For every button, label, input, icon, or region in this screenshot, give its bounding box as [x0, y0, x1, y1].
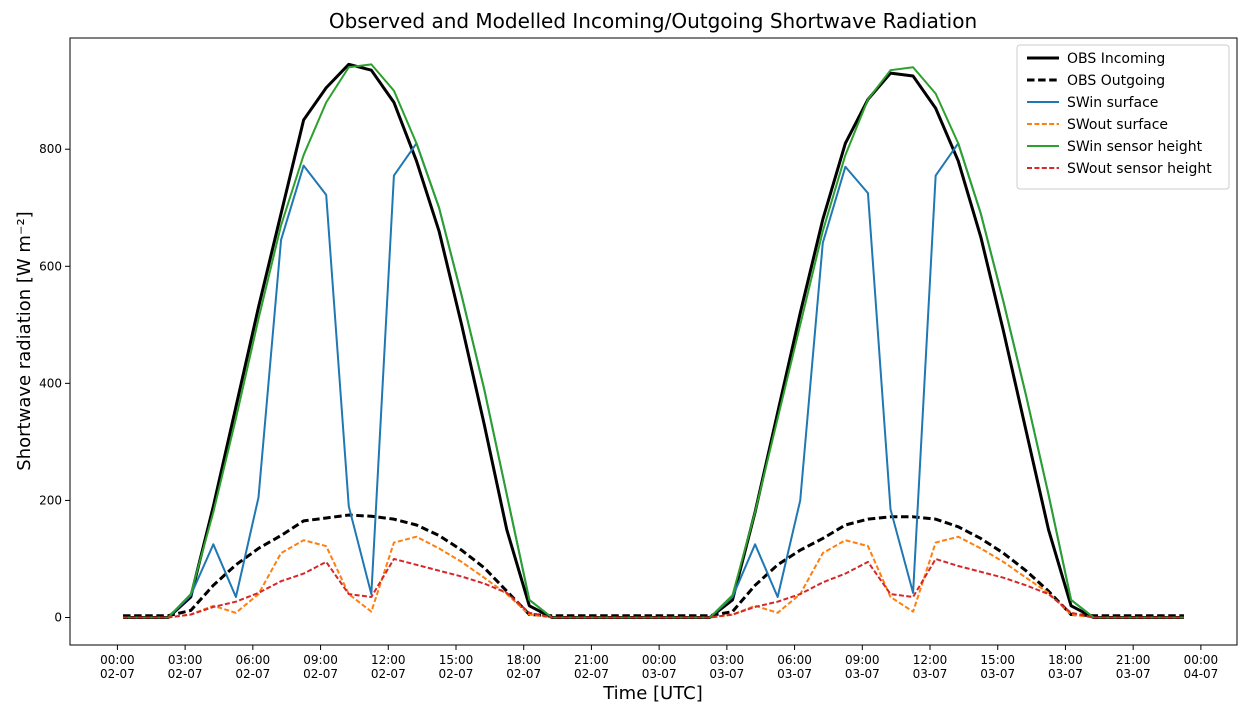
- legend-label: SWin sensor height: [1067, 139, 1203, 155]
- x-tick-label: 15:00 02-07: [439, 653, 474, 681]
- x-tick-label: 00:00 03-07: [642, 653, 677, 681]
- plot-frame: [69, 37, 1238, 646]
- x-tick-label: 12:00 03-07: [913, 653, 948, 681]
- y-axis-label: Shortwave radiation [W m⁻²]: [14, 211, 35, 470]
- x-tick-label: 21:00 02-07: [574, 653, 609, 681]
- series-line: [123, 557, 1184, 619]
- y-tick-label: 200: [39, 493, 62, 507]
- x-tick-label: 06:00 02-07: [235, 653, 270, 681]
- series-line: [123, 513, 1184, 618]
- x-tick-label: 00:00 02-07: [100, 653, 135, 681]
- x-tick-label: 18:00 02-07: [506, 653, 541, 681]
- x-tick-label: 03:00 03-07: [709, 653, 744, 681]
- x-tick-label: 06:00 03-07: [777, 653, 812, 681]
- legend-label: OBS Incoming: [1067, 51, 1165, 67]
- x-tick-label: 03:00 02-07: [168, 653, 203, 681]
- legend-label: SWin surface: [1067, 95, 1158, 111]
- x-tick-label: 15:00 03-07: [980, 653, 1015, 681]
- x-tick-label: 09:00 02-07: [303, 653, 338, 681]
- legend-box: [1016, 44, 1230, 190]
- x-tick-label: 09:00 03-07: [845, 653, 880, 681]
- legend: OBS Incoming OBS Outgoing SWin surface SWou…: [1016, 44, 1230, 190]
- legend-label: OBS Outgoing: [1067, 73, 1165, 89]
- x-tick-label: 21:00 03-07: [1116, 653, 1151, 681]
- y-tick-label: 0: [54, 610, 62, 624]
- legend-label: SWout sensor height: [1067, 161, 1212, 177]
- x-tick-label: 12:00 02-07: [371, 653, 406, 681]
- x-tick-label: 00:00 04-07: [1183, 653, 1218, 681]
- x-axis-label: Time [UTC]: [602, 683, 703, 704]
- y-tick-label: 600: [39, 259, 62, 273]
- y-tick-label: 800: [39, 142, 62, 156]
- x-tick-label: 18:00 03-07: [1048, 653, 1083, 681]
- legend-label: SWout surface: [1067, 117, 1168, 133]
- chart-title: Observed and Modelled Incoming/Outgoing …: [329, 9, 977, 33]
- y-tick-label: 400: [39, 376, 62, 390]
